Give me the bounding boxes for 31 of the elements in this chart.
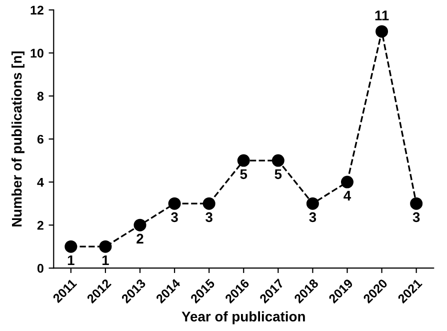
data-label: 2 (136, 234, 144, 244)
y-tick-label: 6 (37, 134, 44, 144)
data-label: 1 (102, 255, 109, 265)
point (272, 154, 284, 167)
y-tick-label: 10 (30, 48, 44, 58)
point (410, 197, 423, 210)
data-label: 11 (375, 10, 389, 20)
y-tick-label: 2 (37, 220, 44, 230)
y-tick-label: 4 (37, 178, 44, 187)
data-label: 3 (170, 212, 178, 222)
data-label: 1 (68, 255, 74, 265)
data-label: 3 (412, 212, 420, 222)
data-label: 3 (309, 212, 316, 222)
point (376, 25, 388, 38)
point (134, 218, 146, 232)
point (202, 197, 216, 210)
data-label: 5 (274, 169, 282, 180)
point (306, 197, 319, 210)
data-label: 4 (344, 190, 352, 200)
point (340, 176, 354, 188)
data-label: 3 (206, 212, 212, 222)
point (99, 240, 112, 253)
point (237, 154, 250, 167)
data-label: 5 (240, 169, 248, 180)
y-tick-label: 0 (37, 264, 44, 273)
x-axis-title: Year of publication (182, 311, 305, 324)
point (64, 240, 78, 253)
point (168, 197, 181, 210)
y-tick-label: 8 (37, 92, 44, 101)
y-tick-label: 12 (30, 6, 44, 14)
y-axis-title: Number of publications [n] (12, 51, 24, 226)
